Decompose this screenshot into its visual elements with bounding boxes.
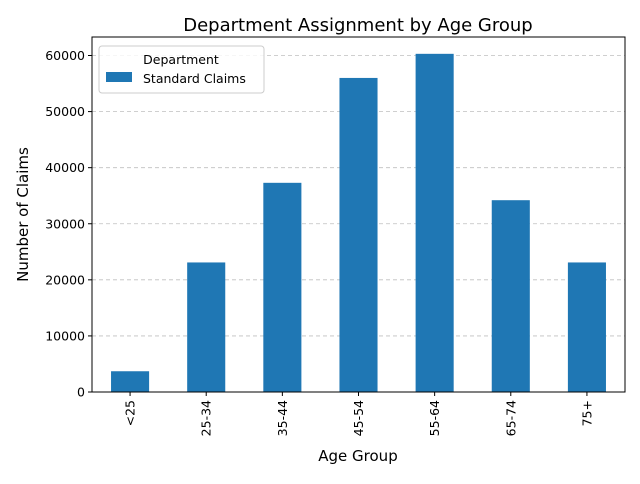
y-axis-label: Number of Claims (14, 147, 32, 282)
bar (567, 262, 606, 392)
bar (339, 77, 378, 392)
legend-swatch (106, 72, 132, 82)
x-axis-label: Age Group (318, 447, 397, 465)
y-tick-label: 10000 (45, 328, 85, 343)
y-tick-label: 50000 (45, 104, 85, 119)
x-tick-label: 35-44 (275, 400, 290, 436)
legend-entry-label: Standard Claims (143, 71, 246, 86)
bar (491, 200, 530, 392)
y-tick-label: 40000 (45, 160, 85, 175)
bar (187, 262, 226, 392)
x-tick-label: <25 (123, 400, 138, 426)
x-tick-label: 65-74 (503, 400, 518, 436)
y-tick-label: 30000 (45, 216, 85, 231)
x-axis: <25 25-34 35-44 45-54 55-64 65-74 75+ (123, 392, 594, 436)
legend: Department Standard Claims (98, 45, 265, 94)
legend-frame (98, 45, 265, 94)
x-tick-label: 55-64 (427, 400, 442, 436)
legend-title: Department (143, 52, 219, 67)
y-tick-label: 20000 (45, 272, 85, 287)
x-tick-label: 25-34 (199, 400, 214, 436)
x-tick-label: 45-54 (351, 400, 366, 436)
bar (263, 182, 302, 392)
bar (111, 371, 150, 392)
chart-title: Department Assignment by Age Group (183, 15, 532, 36)
x-tick-label: 75+ (579, 400, 594, 426)
bar (415, 53, 454, 392)
y-tick-label: 60000 (45, 48, 85, 63)
y-tick-label: 0 (77, 385, 85, 400)
bars-layer (111, 53, 606, 392)
y-axis: 0 10000 20000 30000 40000 50000 60000 (45, 48, 92, 400)
